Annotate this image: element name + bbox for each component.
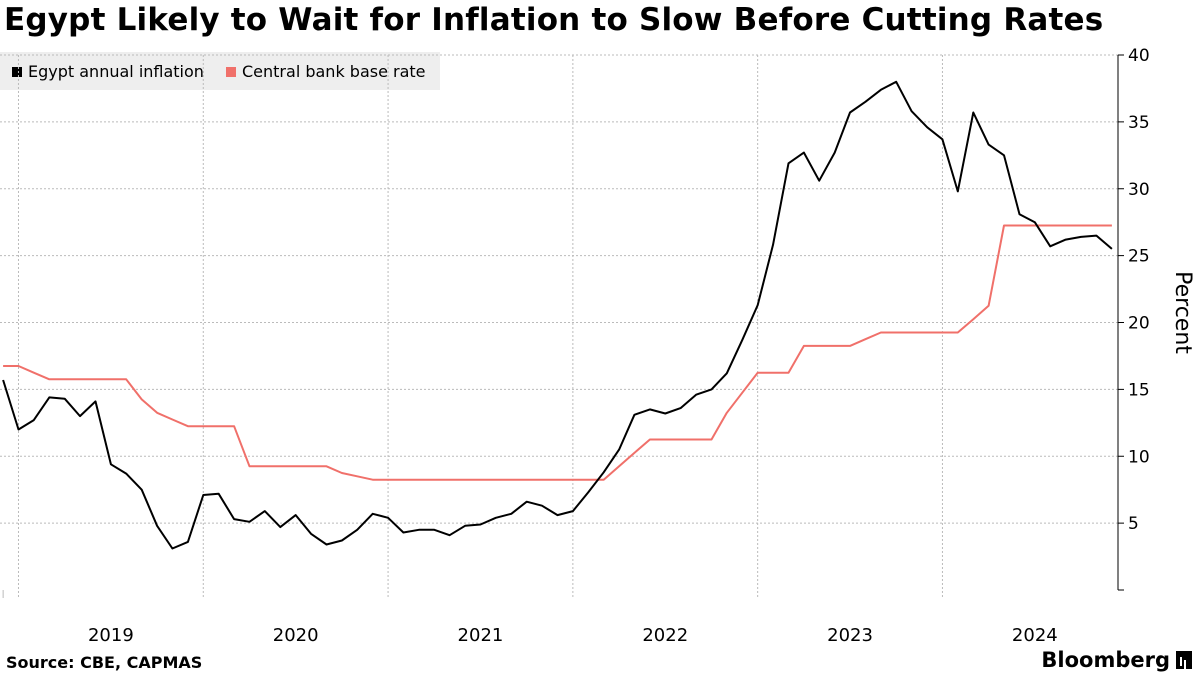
x-tick-label: 2022 xyxy=(642,625,688,646)
bloomberg-terminal-icon xyxy=(1176,651,1192,669)
y-tick-label: 10 xyxy=(1128,447,1150,467)
y-tick-label: 15 xyxy=(1128,380,1150,400)
y-axis-label: Percent xyxy=(1170,271,1195,354)
legend-label-inflation: Egypt annual inflation xyxy=(28,62,204,81)
x-tick-label: 2019 xyxy=(88,625,134,646)
legend-swatch-inflation xyxy=(12,66,22,77)
source-note: Source: CBE, CAPMAS xyxy=(6,653,203,672)
series-line-inflation xyxy=(2,80,1113,550)
x-tick-label: 2020 xyxy=(273,625,319,646)
legend-swatch-rate xyxy=(226,66,236,77)
y-tick-label: 5 xyxy=(1128,514,1139,534)
y-tick-label: 40 xyxy=(1128,46,1150,66)
brand-logo: Bloomberg xyxy=(1041,648,1192,672)
y-tick-label: 20 xyxy=(1128,314,1150,334)
y-tick-label: 30 xyxy=(1128,180,1150,200)
brand-name: Bloomberg xyxy=(1041,648,1170,672)
legend-label-rate: Central bank base rate xyxy=(242,62,426,81)
legend-item-inflation: Egypt annual inflation xyxy=(12,62,204,81)
x-tick-label: 2023 xyxy=(827,625,873,646)
legend-item-rate: Central bank base rate xyxy=(226,62,426,81)
x-tick-label: 2024 xyxy=(1012,625,1058,646)
x-tick-label: 2021 xyxy=(458,625,504,646)
series-line-rate xyxy=(3,224,1112,481)
legend: Egypt annual inflation Central bank base… xyxy=(0,52,440,90)
chart-title: Egypt Likely to Wait for Inflation to Sl… xyxy=(4,2,1104,38)
y-tick-label: 25 xyxy=(1128,247,1150,267)
y-tick-label: 35 xyxy=(1128,113,1150,133)
